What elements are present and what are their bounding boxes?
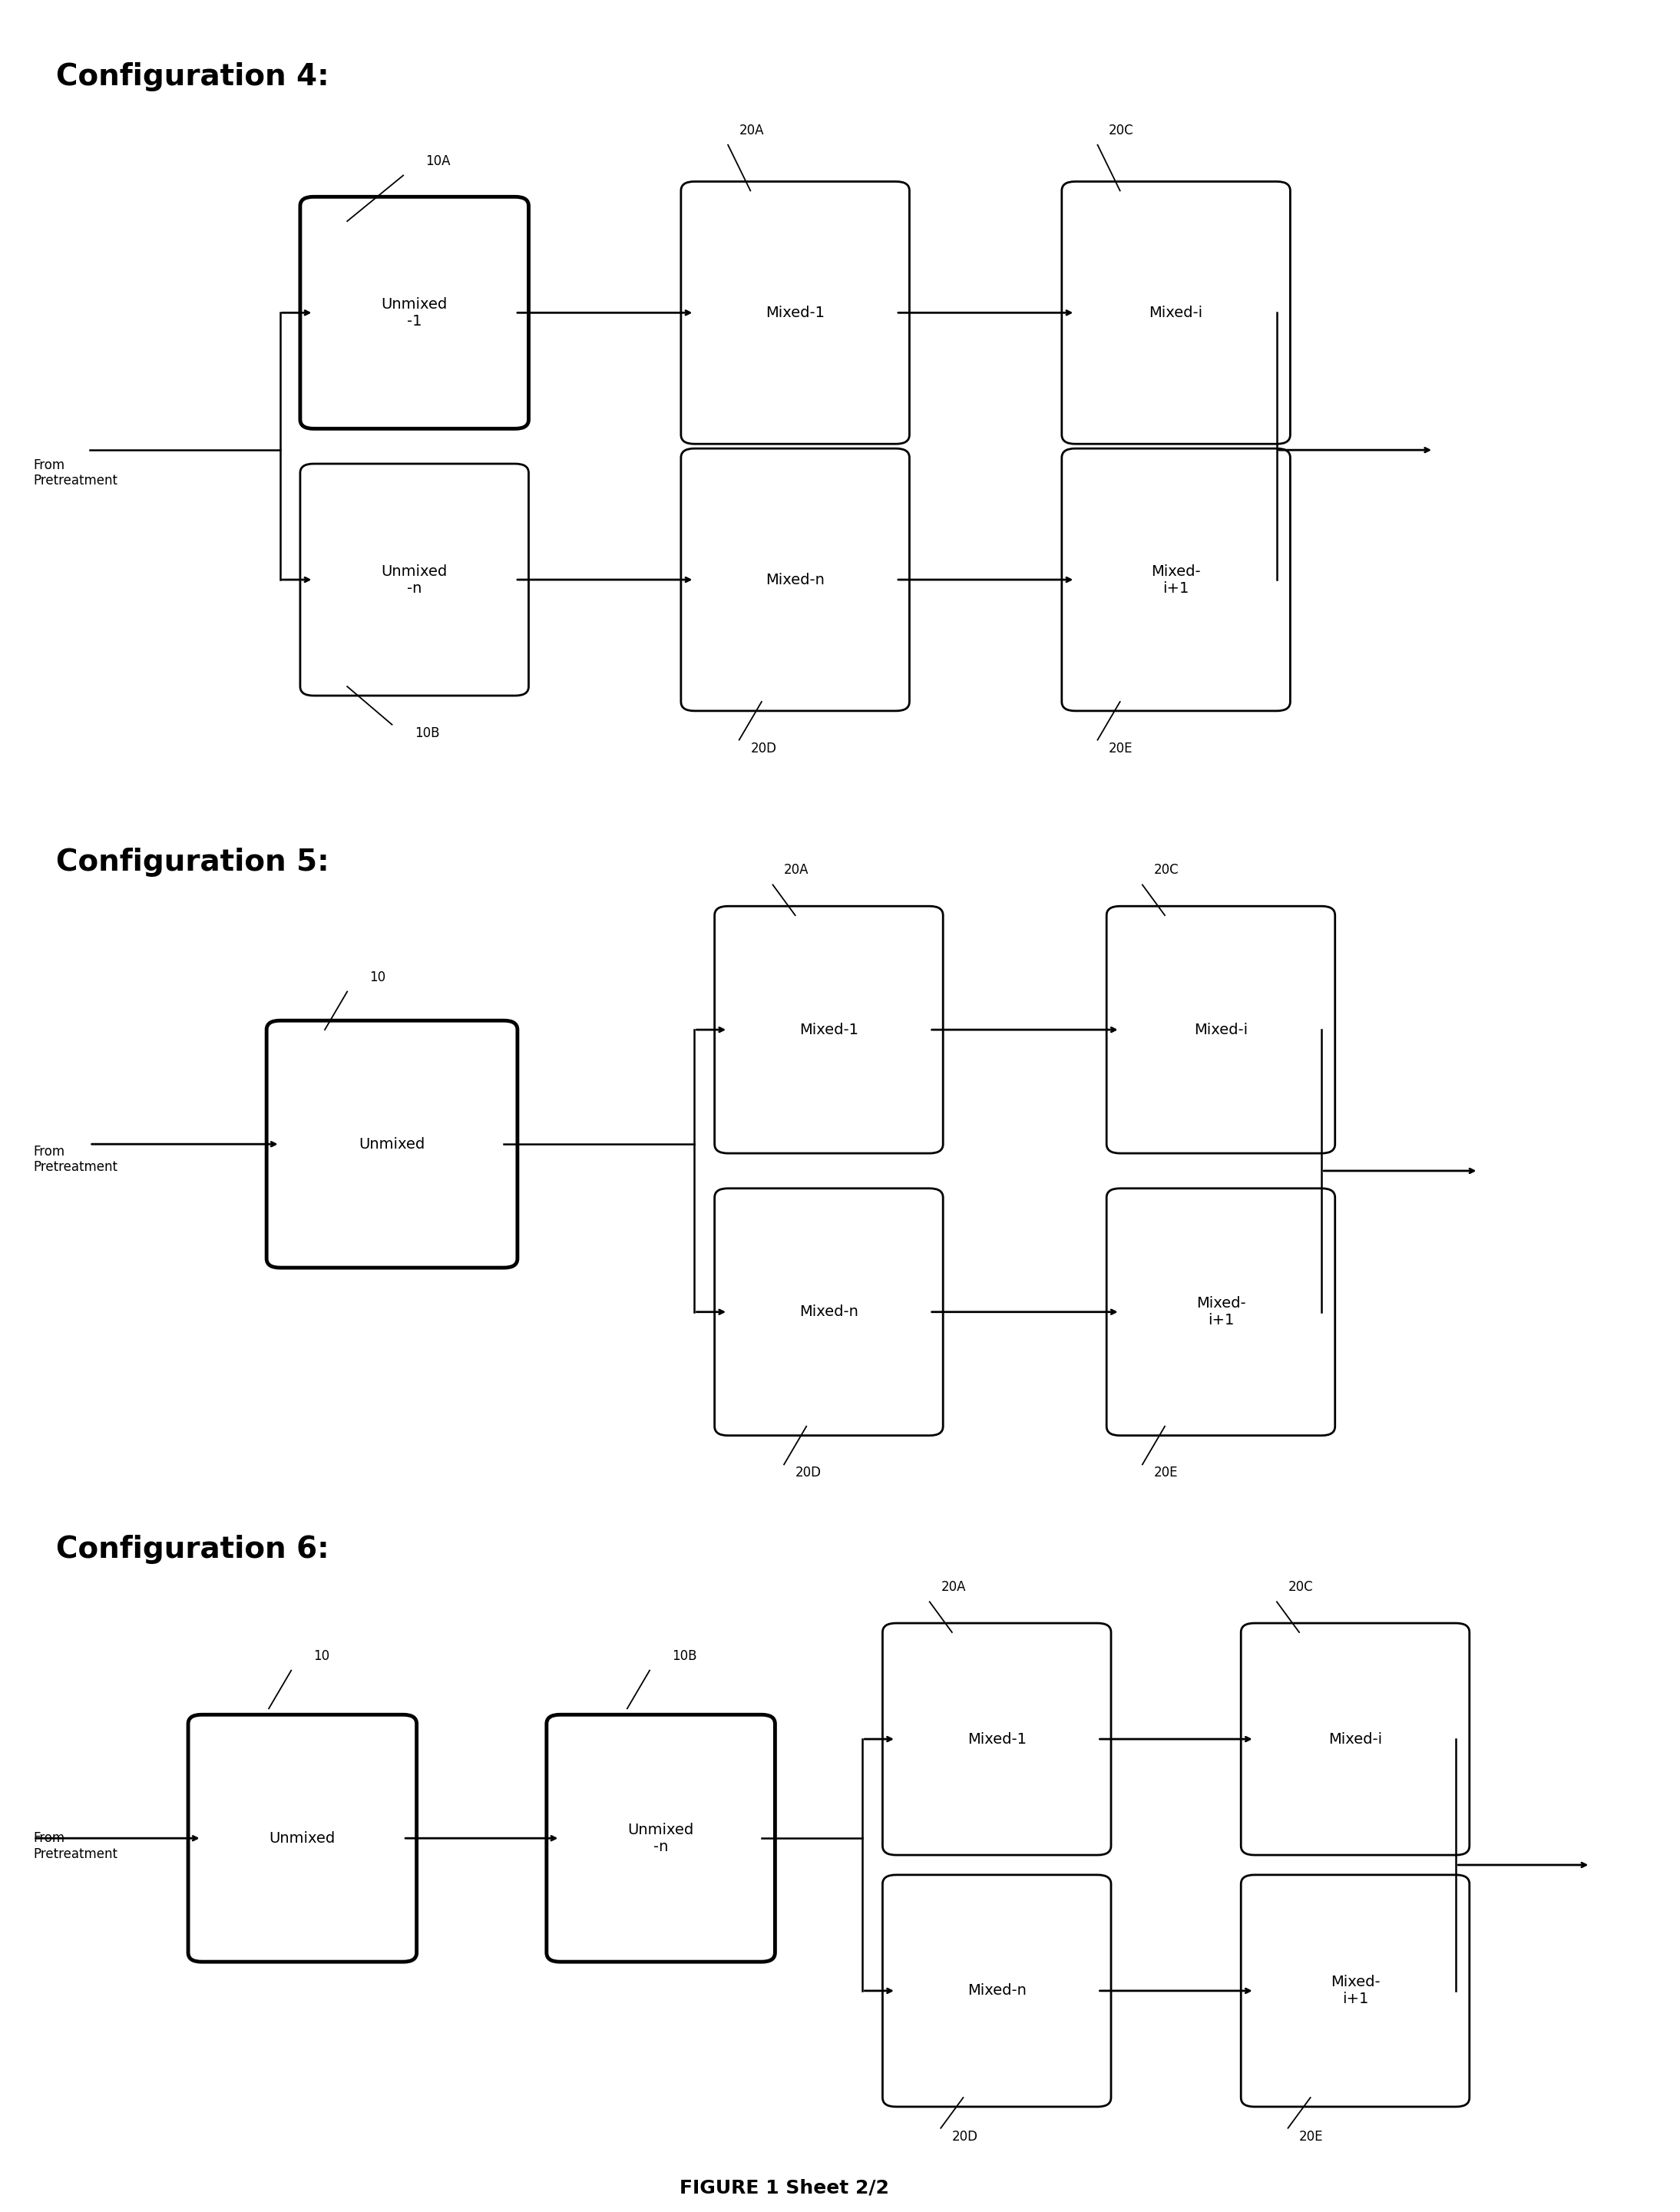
FancyBboxPatch shape	[301, 465, 529, 695]
Text: Mixed-
i+1: Mixed- i+1	[1331, 1975, 1379, 2006]
Text: 20D: 20D	[751, 741, 776, 754]
Text: Unmixed
-1: Unmixed -1	[381, 296, 447, 327]
FancyBboxPatch shape	[882, 1624, 1110, 1856]
Text: 20E: 20E	[1154, 1467, 1178, 1480]
Text: Configuration 6:: Configuration 6:	[55, 1535, 329, 1564]
Text: 20E: 20E	[1109, 741, 1132, 754]
Text: 10: 10	[370, 971, 386, 984]
Text: Unmixed
-n: Unmixed -n	[381, 564, 447, 595]
FancyBboxPatch shape	[301, 197, 529, 429]
Text: 10: 10	[314, 1648, 329, 1663]
Text: Mixed-i: Mixed-i	[1149, 305, 1203, 321]
Text: 20C: 20C	[1154, 863, 1179, 878]
Text: FIGURE 1 Sheet 2/2: FIGURE 1 Sheet 2/2	[679, 2179, 889, 2197]
FancyBboxPatch shape	[882, 1876, 1110, 2106]
Text: Unmixed: Unmixed	[360, 1137, 425, 1152]
Text: Mixed-1: Mixed-1	[968, 1732, 1026, 1747]
Text: Configuration 5:: Configuration 5:	[55, 847, 329, 878]
Text: Mixed-1: Mixed-1	[766, 305, 825, 321]
Text: Mixed-
i+1: Mixed- i+1	[1196, 1296, 1245, 1327]
FancyBboxPatch shape	[267, 1020, 517, 1267]
Text: 20A: 20A	[739, 124, 764, 137]
Text: Mixed-n: Mixed-n	[800, 1305, 858, 1318]
Text: Mixed-1: Mixed-1	[800, 1022, 858, 1037]
Text: 20C: 20C	[1289, 1579, 1314, 1595]
Text: Mixed-
i+1: Mixed- i+1	[1151, 564, 1201, 595]
Text: From
Pretreatment: From Pretreatment	[34, 1832, 118, 1860]
Text: 20A: 20A	[941, 1579, 966, 1595]
FancyBboxPatch shape	[1062, 181, 1290, 445]
Text: Mixed-n: Mixed-n	[968, 1984, 1026, 1997]
FancyBboxPatch shape	[714, 907, 942, 1152]
Text: 20A: 20A	[785, 863, 810, 878]
FancyBboxPatch shape	[1242, 1624, 1470, 1856]
FancyBboxPatch shape	[680, 181, 909, 445]
Text: 20E: 20E	[1299, 2130, 1324, 2143]
FancyBboxPatch shape	[1107, 907, 1336, 1152]
Text: 10B: 10B	[672, 1648, 697, 1663]
Text: 10A: 10A	[425, 155, 450, 168]
FancyBboxPatch shape	[680, 449, 909, 710]
Text: Unmixed: Unmixed	[269, 1832, 336, 1845]
FancyBboxPatch shape	[1107, 1188, 1336, 1436]
Text: 20C: 20C	[1109, 124, 1134, 137]
Text: Unmixed
-n: Unmixed -n	[628, 1823, 694, 1854]
FancyBboxPatch shape	[546, 1714, 774, 1962]
Text: 20D: 20D	[953, 2130, 978, 2143]
FancyBboxPatch shape	[1242, 1876, 1470, 2106]
Text: Mixed-n: Mixed-n	[766, 573, 825, 586]
Text: 10B: 10B	[415, 726, 440, 739]
FancyBboxPatch shape	[714, 1188, 942, 1436]
Text: 20D: 20D	[795, 1467, 822, 1480]
Text: Mixed-i: Mixed-i	[1194, 1022, 1248, 1037]
FancyBboxPatch shape	[1062, 449, 1290, 710]
Text: From
Pretreatment: From Pretreatment	[34, 458, 118, 489]
FancyBboxPatch shape	[188, 1714, 417, 1962]
Text: Mixed-i: Mixed-i	[1329, 1732, 1383, 1747]
Text: Configuration 4:: Configuration 4:	[55, 62, 329, 91]
Text: From
Pretreatment: From Pretreatment	[34, 1144, 118, 1175]
